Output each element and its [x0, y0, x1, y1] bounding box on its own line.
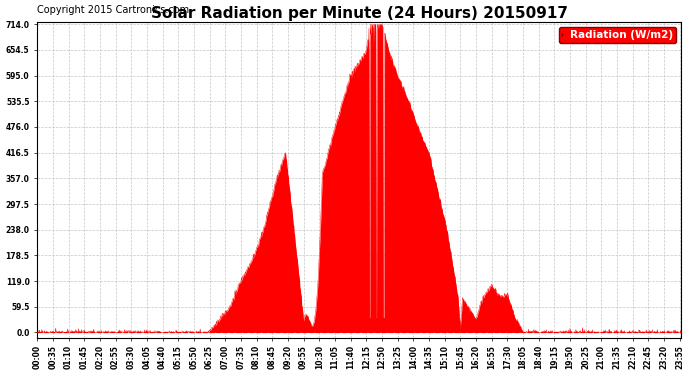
- Text: Copyright 2015 Cartronics.com: Copyright 2015 Cartronics.com: [37, 5, 189, 15]
- Legend: Radiation (W/m2): Radiation (W/m2): [558, 27, 676, 43]
- Title: Solar Radiation per Minute (24 Hours) 20150917: Solar Radiation per Minute (24 Hours) 20…: [151, 6, 568, 21]
